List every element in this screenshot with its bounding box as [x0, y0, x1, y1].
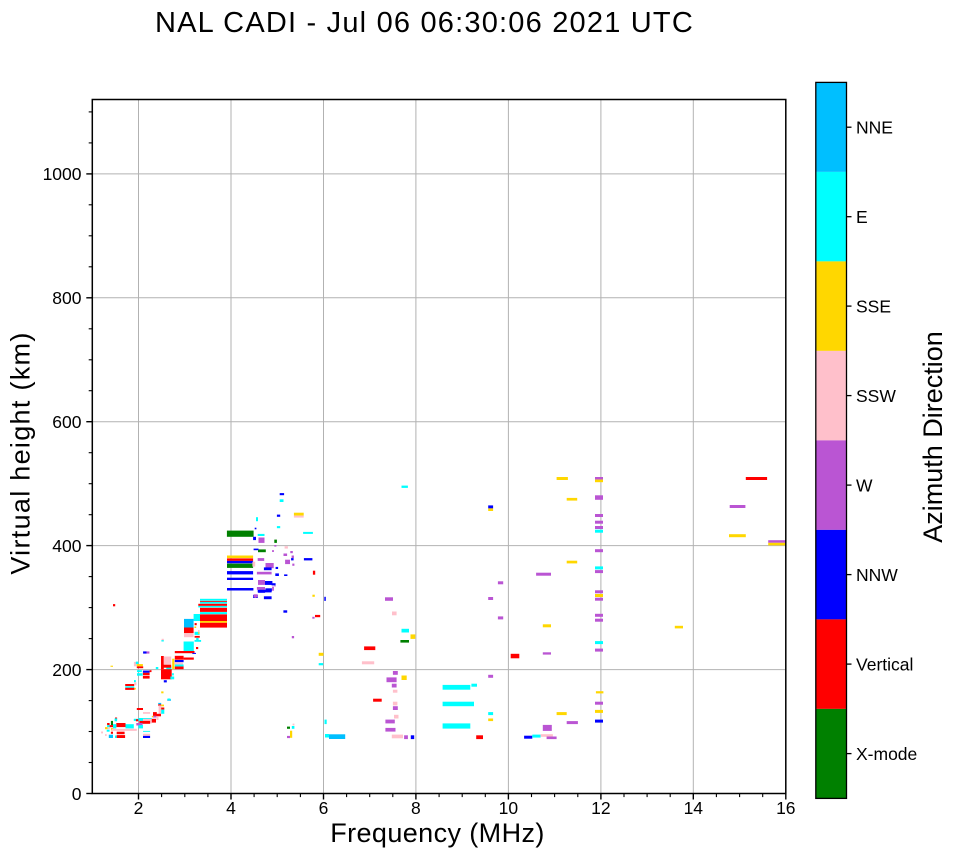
- svg-text:SSE: SSE: [856, 296, 891, 316]
- svg-text:14: 14: [684, 798, 704, 818]
- svg-text:NNE: NNE: [856, 118, 893, 138]
- svg-text:Vertical: Vertical: [856, 654, 913, 674]
- svg-text:SSW: SSW: [856, 386, 896, 406]
- svg-text:W: W: [856, 475, 873, 495]
- svg-text:NAL CADI - Jul 06 06:30:06 202: NAL CADI - Jul 06 06:30:06 2021 UTC: [155, 7, 694, 39]
- svg-text:Azimuth Direction: Azimuth Direction: [918, 331, 948, 543]
- svg-text:Virtual height (km): Virtual height (km): [6, 331, 36, 574]
- svg-text:400: 400: [52, 536, 81, 556]
- svg-text:2: 2: [134, 798, 144, 818]
- svg-text:6: 6: [319, 798, 329, 818]
- svg-text:10: 10: [499, 798, 519, 818]
- svg-text:X-mode: X-mode: [856, 744, 917, 764]
- svg-text:200: 200: [52, 660, 81, 680]
- svg-text:16: 16: [776, 798, 795, 818]
- svg-text:NNW: NNW: [856, 565, 898, 585]
- svg-text:E: E: [856, 207, 868, 227]
- svg-text:800: 800: [52, 288, 81, 308]
- svg-text:0: 0: [72, 784, 82, 804]
- svg-text:600: 600: [52, 412, 81, 432]
- svg-text:12: 12: [591, 798, 610, 818]
- svg-text:Frequency (MHz): Frequency (MHz): [330, 818, 545, 848]
- svg-text:8: 8: [411, 798, 421, 818]
- svg-text:1000: 1000: [43, 164, 82, 184]
- svg-text:4: 4: [226, 798, 236, 818]
